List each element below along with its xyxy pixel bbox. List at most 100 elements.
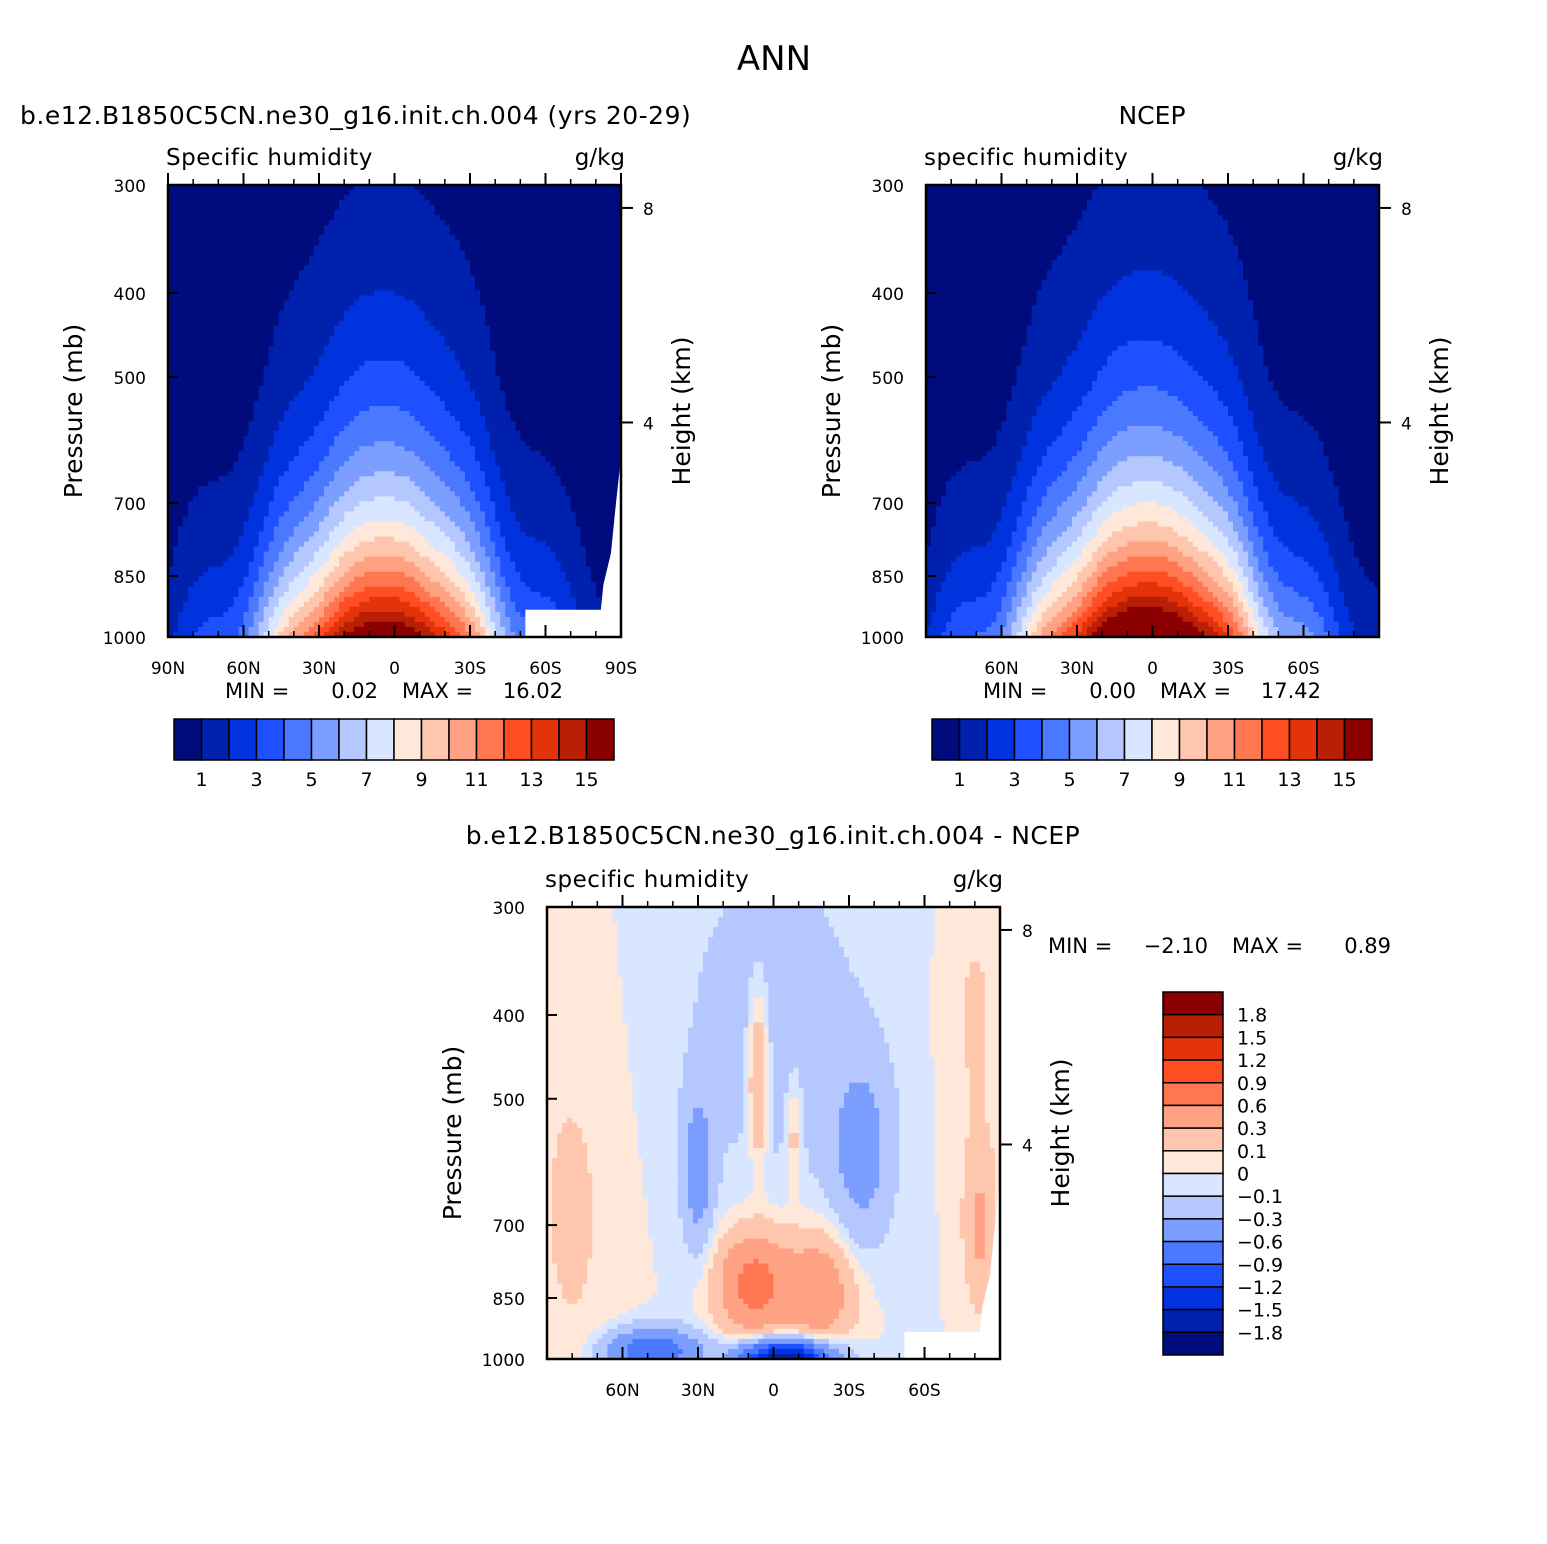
contour-cell xyxy=(475,426,481,432)
contour-cell xyxy=(464,405,471,412)
contour-cell xyxy=(404,436,411,442)
contour-cell xyxy=(298,360,305,367)
contour-cell xyxy=(404,446,411,452)
contour-cell xyxy=(560,446,567,452)
contour-cell xyxy=(193,290,199,297)
contour-cell xyxy=(178,405,184,412)
contour-cell xyxy=(535,400,542,407)
contour-cell xyxy=(560,195,567,201)
contour-cell xyxy=(550,280,557,287)
contour-cell xyxy=(258,395,265,402)
contour-cell xyxy=(198,275,204,282)
contour-cell xyxy=(454,275,461,282)
contour-cell xyxy=(263,350,270,357)
contour-cell xyxy=(288,225,295,231)
contour-cell xyxy=(339,235,345,241)
contour-cell xyxy=(610,380,617,387)
contour-cell xyxy=(505,370,511,377)
contour-cell xyxy=(459,215,466,221)
contour-cell xyxy=(480,235,486,241)
contour-cell xyxy=(515,380,521,387)
contour-cell xyxy=(379,355,386,362)
contour-cell xyxy=(515,270,521,276)
contour-cell xyxy=(213,225,219,231)
contour-cell xyxy=(339,210,345,216)
contour-cell xyxy=(570,295,577,302)
contour-cell xyxy=(600,436,607,442)
contour-cell xyxy=(485,345,491,352)
contour-cell xyxy=(389,225,396,231)
contour-cell xyxy=(293,290,300,297)
contour-cell xyxy=(560,250,567,256)
contour-cell xyxy=(470,225,476,231)
contour-cell xyxy=(293,355,300,362)
contour-cell xyxy=(308,235,315,241)
contour-cell xyxy=(500,416,506,422)
contour-cell xyxy=(228,405,235,412)
contour-cell xyxy=(389,290,396,297)
contour-cell xyxy=(248,335,255,342)
contour-cell xyxy=(429,190,436,196)
contour-cell xyxy=(283,315,290,322)
contour-cell xyxy=(258,405,265,412)
contour-cell xyxy=(183,325,189,332)
contour-cell xyxy=(228,240,235,246)
contour-cell xyxy=(203,305,209,312)
contour-cell xyxy=(515,240,521,246)
contour-cell xyxy=(520,275,526,282)
contour-cell xyxy=(550,436,557,442)
contour-cell xyxy=(525,265,531,271)
contour-cell xyxy=(470,205,476,211)
contour-cell xyxy=(545,431,552,437)
contour-cell xyxy=(253,340,260,347)
contour-cell xyxy=(600,235,607,241)
contour-cell xyxy=(419,315,426,322)
contour-cell xyxy=(394,230,401,236)
contour-cell xyxy=(278,205,285,211)
contour-cell xyxy=(600,285,607,292)
contour-cell xyxy=(449,255,456,261)
contour-cell xyxy=(198,260,204,266)
contour-cell xyxy=(379,461,386,467)
contour-cell xyxy=(515,285,521,292)
contour-cell xyxy=(525,190,531,196)
contour-cell xyxy=(364,200,370,206)
contour-cell xyxy=(399,365,406,372)
contour-cell xyxy=(600,310,607,317)
contour-cell xyxy=(510,446,516,452)
contour-cell xyxy=(555,375,562,382)
contour-cell xyxy=(555,390,562,397)
contour-cell xyxy=(570,400,577,407)
contour-cell xyxy=(449,426,456,432)
contour-cell xyxy=(283,365,290,372)
contour-cell xyxy=(349,295,355,302)
contour-cell xyxy=(193,395,199,402)
contour-cell xyxy=(258,355,265,362)
contour-cell xyxy=(389,190,396,196)
contour-cell xyxy=(223,365,229,372)
contour-cell xyxy=(560,205,567,211)
contour-cell xyxy=(339,190,345,196)
contour-cell xyxy=(359,421,365,427)
contour-cell xyxy=(288,205,295,211)
contour-cell xyxy=(193,400,199,407)
contour-cell xyxy=(550,390,557,397)
contour-cell xyxy=(424,375,431,382)
contour-cell xyxy=(394,265,401,271)
contour-cell xyxy=(520,325,526,332)
contour-cell xyxy=(580,345,587,352)
contour-cell xyxy=(419,400,426,407)
contour-cell xyxy=(404,270,411,276)
contour-cell xyxy=(349,275,355,282)
contour-cell xyxy=(560,240,567,246)
contour-cell xyxy=(535,370,542,377)
contour-cell xyxy=(535,310,542,317)
contour-cell xyxy=(545,295,552,302)
contour-cell xyxy=(173,431,179,437)
contour-cell xyxy=(454,310,461,317)
contour-cell xyxy=(615,451,621,457)
contour-cell xyxy=(525,380,531,387)
contour-cell xyxy=(178,330,184,337)
contour-cell xyxy=(188,305,194,312)
contour-cell xyxy=(248,426,255,432)
